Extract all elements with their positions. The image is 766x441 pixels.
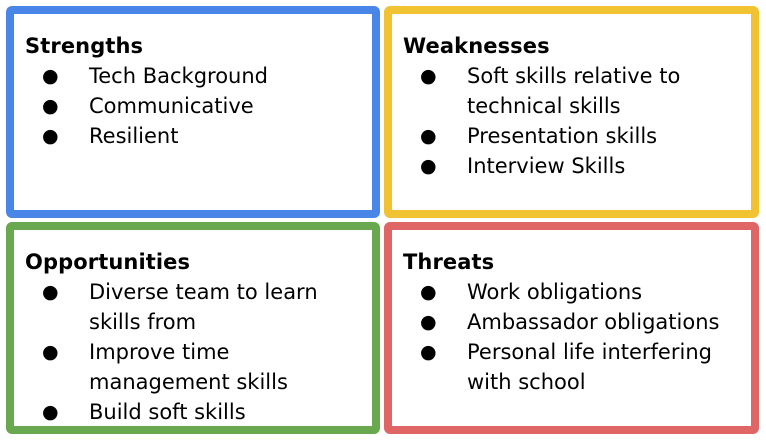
list-item: ● Work obligations bbox=[392, 277, 751, 307]
weaknesses-quadrant: Weaknesses ● Soft skills relative to tech… bbox=[384, 6, 759, 218]
opportunities-list: ● Diverse team to learn skills from ● Impr… bbox=[14, 277, 372, 427]
bullet-icon: ● bbox=[42, 95, 59, 117]
bullet-icon: ● bbox=[420, 125, 437, 147]
threats-list: ● Work obligations ● Ambassador obligation… bbox=[392, 277, 751, 397]
opportunities-quadrant: Opportunities ● Diverse team to learn ski… bbox=[6, 222, 380, 434]
bullet-icon: ● bbox=[420, 281, 437, 303]
list-item: ● Interview Skills bbox=[392, 151, 751, 181]
list-item: ● Build soft skills bbox=[14, 397, 372, 427]
list-item: ● Resilient bbox=[14, 121, 372, 151]
threats-title: Threats bbox=[403, 250, 495, 274]
bullet-icon: ● bbox=[42, 281, 59, 303]
list-item: ● Tech Background bbox=[14, 61, 372, 91]
bullet-icon: ● bbox=[420, 155, 437, 177]
threats-quadrant: Threats ● Work obligations ● Ambassador ob… bbox=[384, 222, 759, 434]
strengths-title: Strengths bbox=[25, 34, 144, 58]
bullet-icon: ● bbox=[42, 401, 59, 423]
list-item: ● Ambassador obligations bbox=[392, 307, 751, 337]
list-item: ● Communicative bbox=[14, 91, 372, 121]
bullet-icon: ● bbox=[420, 311, 437, 333]
bullet-icon: ● bbox=[42, 65, 59, 87]
list-item: ● Improve time management skills bbox=[14, 337, 372, 397]
strengths-quadrant: Strengths ● Tech Background ● Communicativ… bbox=[6, 6, 380, 218]
list-item: ● Soft skills relative to technical skill… bbox=[392, 61, 751, 121]
list-item: ● Diverse team to learn skills from bbox=[14, 277, 372, 337]
list-item: ● Personal life interfering with school bbox=[392, 337, 751, 397]
bullet-icon: ● bbox=[42, 341, 59, 363]
strengths-list: ● Tech Background ● Communicative ● Resilie… bbox=[14, 61, 372, 151]
bullet-icon: ● bbox=[420, 341, 437, 363]
bullet-icon: ● bbox=[420, 65, 437, 87]
weaknesses-list: ● Soft skills relative to technical skill… bbox=[392, 61, 751, 181]
list-item: ● Presentation skills bbox=[392, 121, 751, 151]
opportunities-title: Opportunities bbox=[25, 250, 191, 274]
weaknesses-title: Weaknesses bbox=[403, 34, 550, 58]
bullet-icon: ● bbox=[42, 125, 59, 147]
